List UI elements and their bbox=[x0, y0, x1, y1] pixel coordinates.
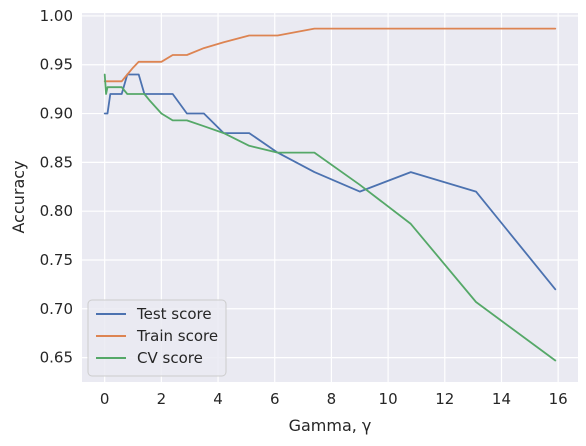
grid bbox=[82, 13, 578, 382]
x-tick-label: 12 bbox=[435, 390, 454, 408]
x-tick-label: 4 bbox=[213, 390, 223, 408]
x-tick-label: 10 bbox=[379, 390, 398, 408]
x-tick-label: 2 bbox=[157, 390, 167, 408]
x-tick-label: 0 bbox=[100, 390, 110, 408]
x-tick-label: 16 bbox=[549, 390, 568, 408]
y-tick-label: 0.75 bbox=[40, 251, 73, 269]
x-ticks: 0 2 4 6 8 10 12 14 16 bbox=[100, 390, 568, 408]
x-tick-label: 6 bbox=[270, 390, 280, 408]
legend-label: Train score bbox=[136, 327, 218, 345]
x-tick-label: 8 bbox=[327, 390, 337, 408]
y-tick-label: 0.90 bbox=[40, 105, 73, 123]
series-line-test-score bbox=[103, 73, 557, 291]
y-ticks: 0.65 0.70 0.75 0.80 0.85 0.90 0.95 1.00 bbox=[40, 7, 73, 367]
y-tick-label: 0.95 bbox=[40, 56, 73, 74]
legend-label: CV score bbox=[137, 349, 203, 367]
series-line-cv-score bbox=[103, 73, 557, 362]
x-axis-label: Gamma, γ bbox=[289, 416, 372, 435]
legend-label: Test score bbox=[136, 305, 212, 323]
y-tick-label: 0.80 bbox=[40, 202, 73, 220]
series-line-train-score bbox=[103, 27, 557, 83]
y-axis-label: Accuracy bbox=[9, 160, 28, 233]
y-tick-label: 0.85 bbox=[40, 153, 73, 171]
y-tick-label: 1.00 bbox=[40, 7, 73, 25]
legend: Test score Train score CV score bbox=[87, 299, 227, 377]
x-tick-label: 14 bbox=[492, 390, 511, 408]
y-tick-label: 0.65 bbox=[40, 349, 73, 367]
series-layer bbox=[103, 27, 557, 362]
y-tick-label: 0.70 bbox=[40, 300, 73, 318]
